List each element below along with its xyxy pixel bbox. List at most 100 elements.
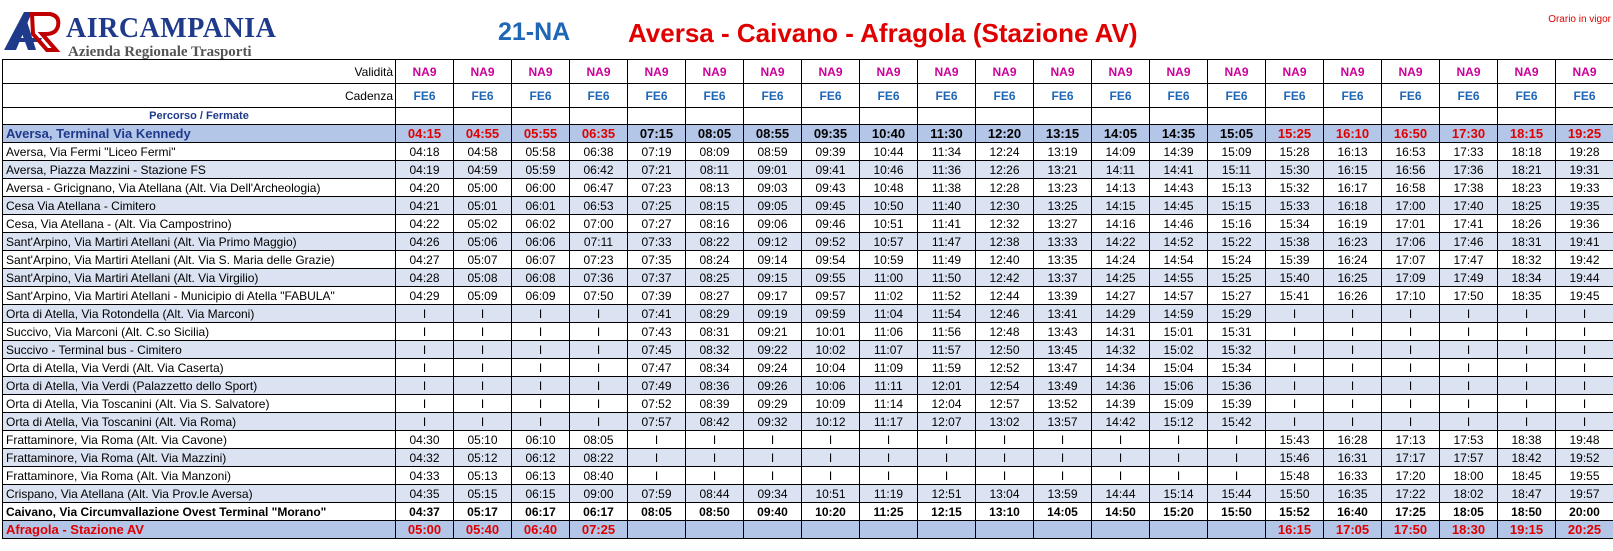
- validita-code: NA9: [1555, 59, 1613, 84]
- departure-time: 09:54: [801, 250, 860, 269]
- departure-time: 14:22: [1091, 232, 1150, 251]
- departure-time: 18:38: [1497, 430, 1556, 449]
- departure-time: 12:20: [975, 124, 1034, 143]
- departure-time: 08:16: [685, 214, 744, 233]
- departure-time: 17:50: [1381, 520, 1440, 539]
- departure-time: 10:44: [859, 142, 918, 161]
- departure-time: 15:30: [1265, 160, 1324, 179]
- departure-time: 13:04: [975, 484, 1034, 503]
- cadenza-code: FE6: [1033, 83, 1092, 108]
- departure-time: I: [453, 304, 512, 323]
- stop-name: Sant'Arpino, Via Martiri Atellani (Alt. …: [2, 250, 396, 269]
- departure-time: I: [395, 340, 454, 359]
- departure-time: 13:39: [1033, 286, 1092, 305]
- departure-time: I: [1265, 304, 1324, 323]
- departure-time: 09:21: [743, 322, 802, 341]
- departure-time: 11:59: [917, 358, 976, 377]
- stop-row: Crispano, Via Atellana (Alt. Via Prov.le…: [2, 484, 1613, 503]
- departure-time: 13:57: [1033, 412, 1092, 431]
- departure-time: 14:55: [1149, 268, 1208, 287]
- departure-time: I: [801, 466, 860, 485]
- departure-time: 08:44: [685, 484, 744, 503]
- departure-time: 19:45: [1555, 286, 1613, 305]
- departure-time: 16:25: [1323, 268, 1382, 287]
- cadenza-code: FE6: [511, 83, 570, 108]
- validita-code: NA9: [1149, 59, 1208, 84]
- departure-time: 07:19: [627, 142, 686, 161]
- departure-time: 05:58: [511, 142, 570, 161]
- departure-time: 13:15: [1033, 124, 1092, 143]
- departure-time: I: [395, 394, 454, 413]
- departure-time: 09:32: [743, 412, 802, 431]
- departure-time: 10:01: [801, 322, 860, 341]
- departure-time: 18:05: [1439, 502, 1498, 521]
- departure-time: 14:46: [1149, 214, 1208, 233]
- departure-time: 17:40: [1439, 196, 1498, 215]
- departure-time: 06:17: [569, 502, 628, 521]
- departure-time: [917, 520, 976, 539]
- validita-code: NA9: [453, 59, 512, 84]
- departure-time: 14:42: [1091, 412, 1150, 431]
- departure-time: 08:59: [743, 142, 802, 161]
- departure-time: 18:34: [1497, 268, 1556, 287]
- departure-time: 16:35: [1323, 484, 1382, 503]
- departure-time: 10:50: [859, 196, 918, 215]
- departure-time: 11:14: [859, 394, 918, 413]
- departure-time: 11:54: [917, 304, 976, 323]
- departure-time: 16:28: [1323, 430, 1382, 449]
- departure-time: 05:01: [453, 196, 512, 215]
- departure-time: I: [1381, 304, 1440, 323]
- departure-time: 11:49: [917, 250, 976, 269]
- departure-time: I: [569, 394, 628, 413]
- departure-time: 09:41: [801, 160, 860, 179]
- departure-time: 19:25: [1555, 124, 1613, 143]
- departure-time: I: [1149, 448, 1208, 467]
- stop-name: Crispano, Via Atellana (Alt. Via Prov.le…: [2, 484, 396, 503]
- departure-time: 11:11: [859, 376, 918, 395]
- departure-time: 07:23: [569, 250, 628, 269]
- departure-time: 15:40: [1265, 268, 1324, 287]
- departure-time: 11:52: [917, 286, 976, 305]
- empty-cell: [1207, 107, 1266, 125]
- departure-time: 15:25: [1207, 268, 1266, 287]
- departure-time: 05:00: [453, 178, 512, 197]
- departure-time: 04:29: [395, 286, 454, 305]
- departure-time: 12:44: [975, 286, 1034, 305]
- departure-time: 14:41: [1149, 160, 1208, 179]
- departure-time: 09:06: [743, 214, 802, 233]
- stop-row: Sant'Arpino, Via Martiri Atellani - Muni…: [2, 286, 1613, 305]
- departure-time: I: [395, 376, 454, 395]
- departure-time: 17:57: [1439, 448, 1498, 467]
- departure-time: 16:17: [1323, 178, 1382, 197]
- departure-time: 18:18: [1497, 142, 1556, 161]
- departure-time: 14:13: [1091, 178, 1150, 197]
- departure-time: 16:24: [1323, 250, 1382, 269]
- departure-time: 07:21: [627, 160, 686, 179]
- departure-time: 08:22: [569, 448, 628, 467]
- departure-time: 15:01: [1149, 322, 1208, 341]
- departure-time: 16:33: [1323, 466, 1382, 485]
- departure-time: [801, 520, 860, 539]
- departure-time: 17:07: [1381, 250, 1440, 269]
- departure-time: 15:39: [1207, 394, 1266, 413]
- departure-time: 04:20: [395, 178, 454, 197]
- departure-time: 10:51: [859, 214, 918, 233]
- departure-time: 13:47: [1033, 358, 1092, 377]
- departure-time: 10:59: [859, 250, 918, 269]
- stop-row: Afragola - Stazione AV 05:00 05:40 06:40 07:…: [2, 520, 1613, 539]
- departure-time: 15:11: [1207, 160, 1266, 179]
- departure-time: 16:13: [1323, 142, 1382, 161]
- departure-time: 15:31: [1207, 322, 1266, 341]
- departure-time: 17:09: [1381, 268, 1440, 287]
- departure-time: 18:26: [1497, 214, 1556, 233]
- departure-time: I: [1439, 358, 1498, 377]
- departure-time: 18:30: [1439, 520, 1498, 539]
- departure-time: I: [511, 304, 570, 323]
- departure-time: I: [1497, 376, 1556, 395]
- departure-time: [627, 520, 686, 539]
- departure-time: I: [569, 304, 628, 323]
- departure-time: 04:59: [453, 160, 512, 179]
- departure-time: 14:45: [1149, 196, 1208, 215]
- departure-time: I: [511, 322, 570, 341]
- departure-time: 15:06: [1149, 376, 1208, 395]
